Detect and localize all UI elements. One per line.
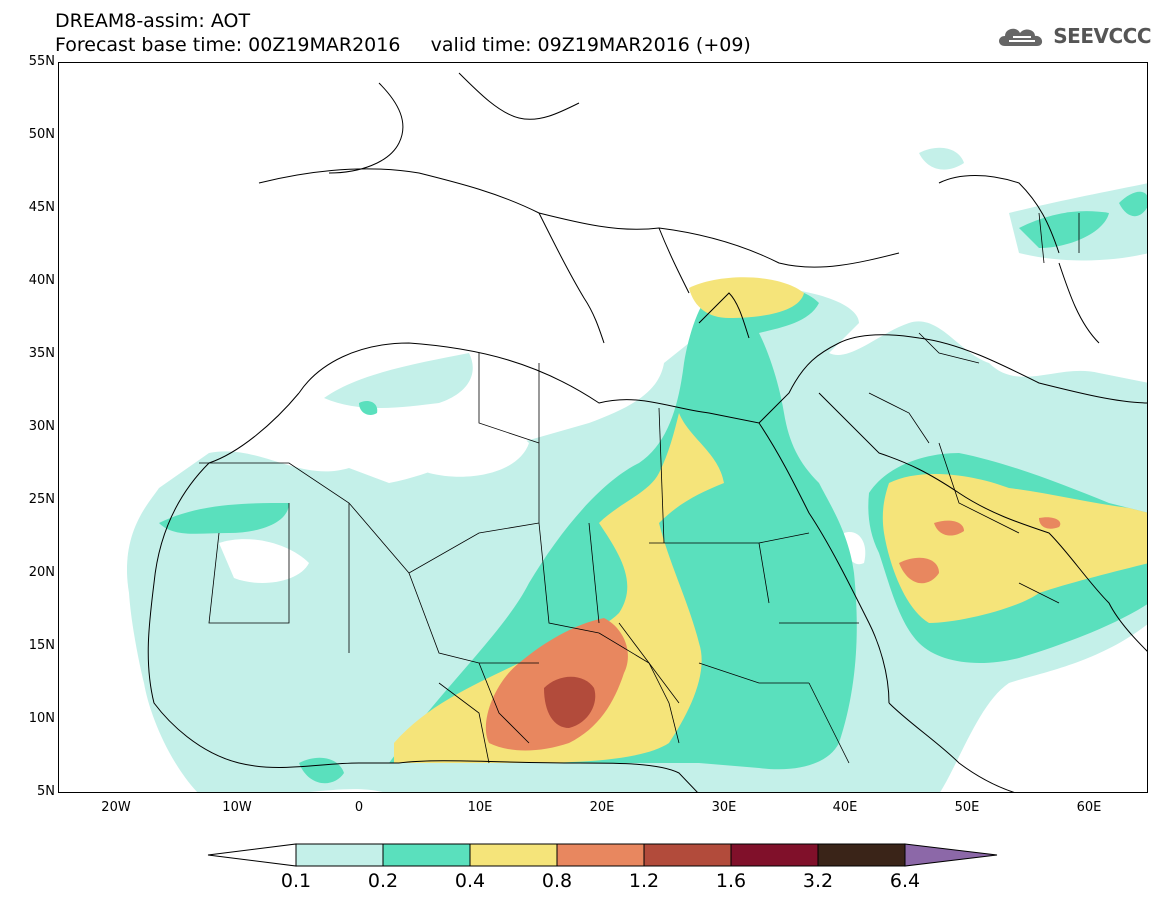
lon-label-0: 0: [354, 800, 364, 815]
legend-label-1.2: 1.2: [628, 870, 660, 892]
legend-swatch-1.6-3.2: [730, 843, 819, 867]
lat-label-20n: 20N: [28, 565, 55, 580]
legend-swatch-1.2-1.6: [643, 843, 732, 867]
lon-label-60e: 60E: [1076, 800, 1102, 815]
coastlines: [147, 72, 1147, 792]
lat-label-45n: 45N: [28, 200, 55, 215]
legend-label-0.8: 0.8: [541, 870, 573, 892]
lat-label-5n: 5N: [37, 784, 55, 799]
legend-label-1.6: 1.6: [715, 870, 747, 892]
lat-label-40n: 40N: [28, 273, 55, 288]
logo-text: SEEVCCC: [1053, 24, 1151, 48]
aot-map: [127, 72, 1147, 792]
lat-label-10n: 10N: [28, 711, 55, 726]
cloud-icon: [999, 28, 1043, 46]
map-title: DREAM8-assim: AOT: [55, 10, 251, 32]
lon-label-30e: 30E: [711, 800, 737, 815]
lon-label-20w: 20W: [101, 800, 131, 815]
lon-label-10e: 10E: [467, 800, 493, 815]
lat-label-50n: 50N: [28, 127, 55, 142]
legend-swatch-0.2-0.4: [382, 843, 471, 867]
lat-label-15n: 15N: [28, 638, 55, 653]
lon-label-20e: 20E: [589, 800, 615, 815]
legend-swatch-0.8-1.2: [556, 843, 645, 867]
legend-label-6.4: 6.4: [889, 870, 921, 892]
legend-swatch-0.1-0.2: [295, 843, 384, 867]
legend-swatch-3.2-6.4: [817, 843, 906, 867]
legend-label-0.1: 0.1: [280, 870, 312, 892]
lat-label-30n: 30N: [28, 419, 55, 434]
lat-label-55n: 55N: [28, 54, 55, 69]
legend-label-0.4: 0.4: [454, 870, 486, 892]
aot-brown-field: [544, 676, 596, 728]
lon-label-50e: 50E: [954, 800, 980, 815]
legend-swatch-above-6.4: [904, 843, 998, 867]
seevccc-logo: SEEVCCC: [995, 22, 1151, 50]
lon-label-10w: 10W: [222, 800, 252, 815]
lat-label-35n: 35N: [28, 346, 55, 361]
legend-label-0.2: 0.2: [367, 870, 399, 892]
aot-legend-bar: [207, 843, 998, 867]
legend-swatch-below-0.1: [207, 843, 297, 867]
lon-label-40e: 40E: [832, 800, 858, 815]
map-area: [58, 62, 1148, 793]
legend-swatch-0.4-0.8: [469, 843, 558, 867]
legend-label-3.2: 3.2: [802, 870, 834, 892]
lat-label-25n: 25N: [28, 492, 55, 507]
country-borders: [199, 212, 1080, 764]
map-subtitle: Forecast base time: 00Z19MAR2016 valid t…: [55, 34, 751, 56]
aot-yellow-field: [394, 277, 1147, 763]
